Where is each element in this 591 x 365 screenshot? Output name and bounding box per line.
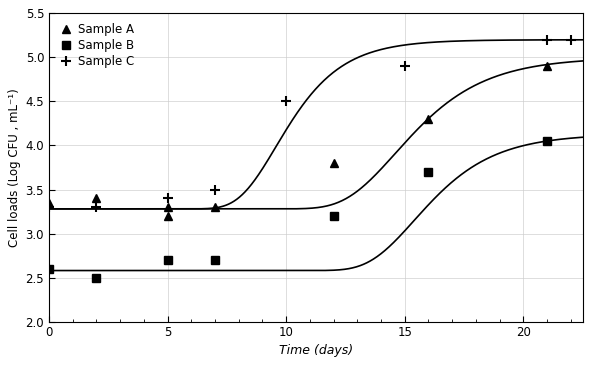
Sample A [425,117,432,121]
Sample A [212,205,219,209]
Sample B [93,276,100,280]
Sample C [282,99,290,104]
Sample B [46,266,53,271]
Legend: Sample A, Sample B, Sample C: Sample A, Sample B, Sample C [55,19,138,71]
Sample B [425,170,432,174]
Sample C [401,64,408,68]
X-axis label: Time (days): Time (days) [279,344,353,357]
Sample B [212,258,219,262]
Sample C [544,38,551,42]
Sample C [212,187,219,192]
Line: Sample B: Sample B [45,137,551,281]
Sample A [164,205,171,209]
Sample A [330,161,337,165]
Sample C [46,205,53,209]
Sample C [93,205,100,209]
Sample A [93,196,100,200]
Line: Sample A: Sample A [45,62,551,220]
Line: Sample C: Sample C [44,35,576,212]
Sample B [544,139,551,143]
Sample A [46,200,53,205]
Sample A [544,64,551,68]
Y-axis label: Cell loads (Log CFU , mL⁻¹): Cell loads (Log CFU , mL⁻¹) [8,88,21,247]
Sample B [164,258,171,262]
Sample C [164,196,171,200]
Sample C [567,38,574,42]
Sample B [330,214,337,218]
Sample A [164,214,171,218]
